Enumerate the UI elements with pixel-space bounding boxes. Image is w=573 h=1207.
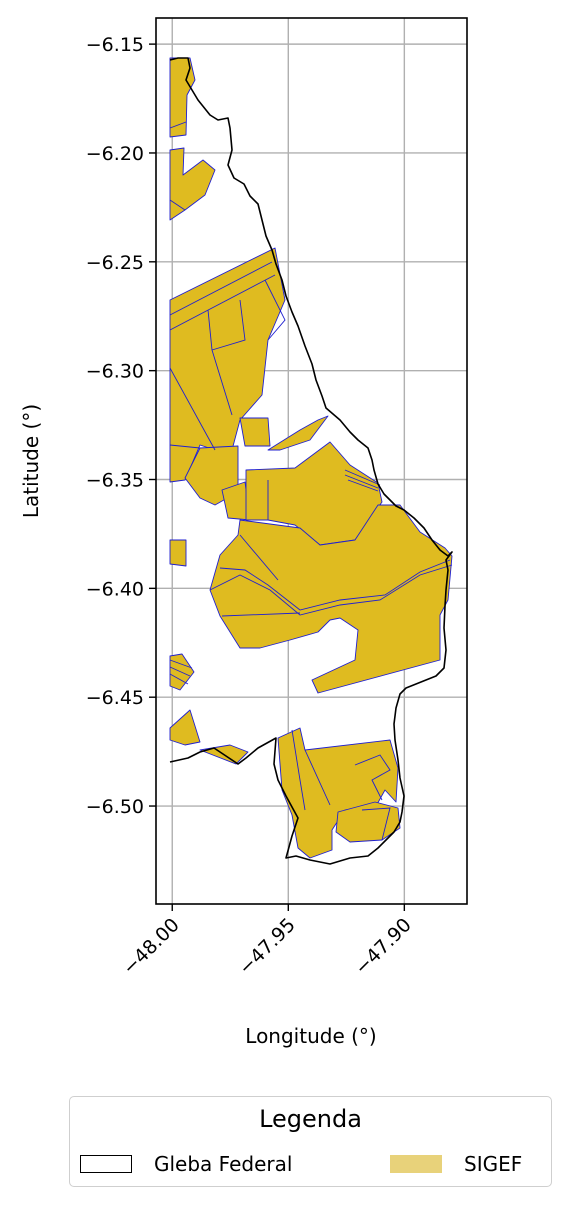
grid-lines: [156, 18, 467, 904]
x-tick-label: −47.90: [351, 914, 416, 979]
legend: Legenda Gleba Federal SIGEF: [69, 1096, 552, 1187]
y-tick-label: −6.25: [86, 252, 144, 274]
sigef-boundary-line: [221, 612, 301, 617]
sigef-parcel-north-2: [169, 147, 216, 221]
sigef-boundary-line: [354, 754, 391, 801]
legend-entry-sigef: SIGEF: [390, 1151, 522, 1177]
legend-title: Legenda: [259, 1105, 362, 1133]
sigef-boundary-line: [211, 299, 246, 351]
y-tick-label: −6.45: [86, 687, 144, 709]
sigef-parcel-south-west: [169, 709, 201, 746]
y-tick-label: −6.20: [86, 143, 144, 165]
legend-swatch-fill: [390, 1155, 442, 1173]
sigef-internal-boundaries: [169, 121, 453, 841]
sigef-boundary-line: [169, 444, 201, 449]
x-tick-label: −47.95: [235, 914, 300, 979]
legend-label: Gleba Federal: [154, 1152, 293, 1176]
x-axis-title: Longitude (°): [245, 1024, 376, 1048]
sigef-boundary-line: [239, 534, 279, 581]
sigef-boundary-line: [264, 279, 286, 341]
y-tick-label: −6.30: [86, 361, 144, 383]
legend-label: SIGEF: [464, 1152, 523, 1176]
gleba-federal-boundary: [169, 57, 453, 865]
x-tick-label: −48.00: [118, 914, 183, 979]
sigef-parcel-small-a: [239, 417, 271, 447]
y-tick-label: −6.40: [86, 578, 144, 600]
map-figure: −48.00 −47.95 −47.90 −6.15 −6.20 −6.25 −6.30 −6…: [19, 17, 468, 1048]
y-tick-label: −6.15: [86, 34, 144, 56]
legend-entry-gleba-federal: Gleba Federal: [80, 1151, 292, 1177]
sigef-boundary-line: [169, 261, 273, 316]
sigef-parcel-north-strip: [169, 57, 196, 138]
sigef-boundary-line: [169, 199, 186, 211]
sigef-boundary-line: [361, 807, 391, 841]
y-tick-label: −6.35: [86, 470, 144, 492]
sigef-boundary-line: [169, 121, 187, 129]
legend-swatch-outline: [80, 1155, 132, 1173]
sigef-boundary-line: [291, 729, 331, 811]
sigef-boundary-line: [169, 659, 193, 685]
sigef-boundary-line: [219, 559, 451, 611]
sigef-boundary-line: [169, 274, 276, 331]
y-axis-title: Latitude (°): [19, 404, 43, 518]
sigef-parcel-center-large: [209, 504, 453, 694]
axes-frame: [155, 17, 468, 905]
sigef-boundary-line: [344, 469, 381, 492]
sigef-parcel-sliver: [267, 415, 329, 451]
y-tick-label: −6.50: [86, 796, 144, 818]
sigef-boundary-line: [209, 564, 453, 616]
sigef-parcel-west-large: [169, 247, 286, 483]
sigef-boundary-line: [169, 367, 216, 451]
sigef-parcels: [169, 57, 453, 859]
sigef-parcel-west-dot: [169, 539, 187, 567]
